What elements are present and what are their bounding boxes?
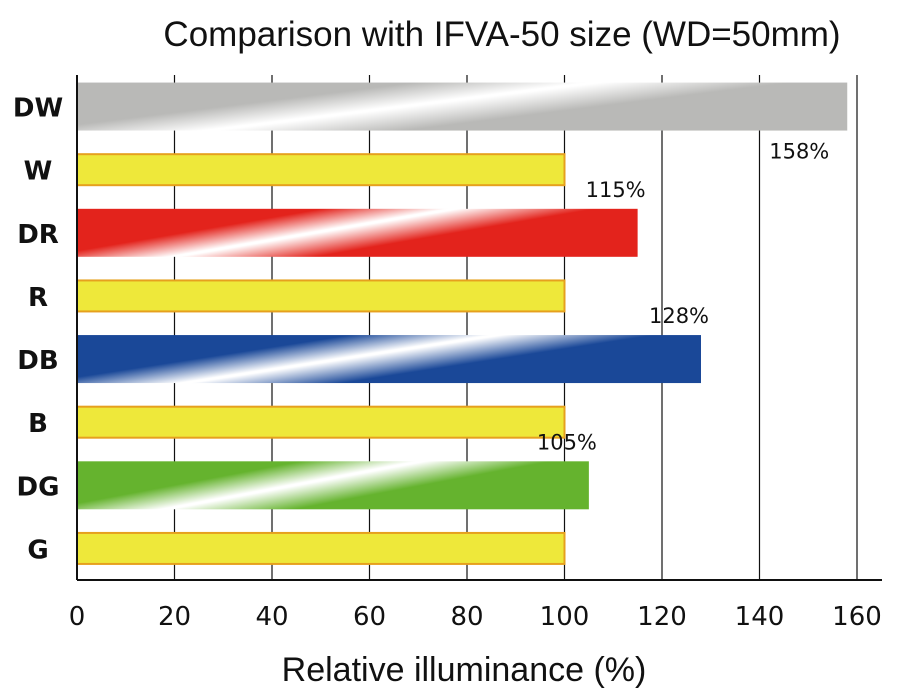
category-labels: DW W DR R DB B DG G	[13, 94, 63, 566]
x-tick-label: 160	[832, 602, 882, 632]
data-label: 128%	[649, 304, 709, 328]
bar-dg	[77, 461, 589, 510]
data-label: 105%	[537, 430, 597, 454]
x-axis-label: Relative illuminance (%)	[282, 651, 647, 689]
category-label: DW	[13, 94, 63, 124]
x-tick-labels: 0 20 40 60 80 100 120 140 160	[69, 602, 882, 632]
bar-db	[77, 335, 701, 384]
x-tick-label: 80	[450, 602, 483, 632]
category-label: DB	[17, 346, 58, 376]
x-tick-label: 100	[540, 602, 590, 632]
x-tick-label: 40	[255, 602, 288, 632]
x-tick-label: 20	[158, 602, 191, 632]
x-tick-label: 0	[69, 602, 86, 632]
bar-b	[76, 405, 566, 439]
bars	[76, 82, 848, 565]
bar-dw	[77, 82, 848, 131]
data-labels: 158% 115% 128% 105%	[537, 140, 829, 455]
bar-g	[76, 531, 566, 565]
x-tick-label: 120	[637, 602, 687, 632]
x-tick-label: 140	[735, 602, 785, 632]
category-label: G	[27, 535, 48, 565]
chart-title: Comparison with IFVA-50 size (WD=50mm)	[163, 15, 840, 54]
category-label: R	[28, 283, 48, 313]
x-tick-label: 60	[353, 602, 386, 632]
category-label: B	[28, 409, 48, 439]
category-label: DR	[17, 220, 59, 250]
bar-w	[76, 153, 566, 187]
bar-dr	[77, 208, 638, 257]
axes	[76, 75, 882, 581]
bar-r	[76, 279, 566, 313]
category-label: W	[24, 157, 53, 187]
data-label: 115%	[586, 178, 646, 202]
category-label: DG	[17, 472, 60, 502]
data-label: 158%	[769, 140, 829, 164]
